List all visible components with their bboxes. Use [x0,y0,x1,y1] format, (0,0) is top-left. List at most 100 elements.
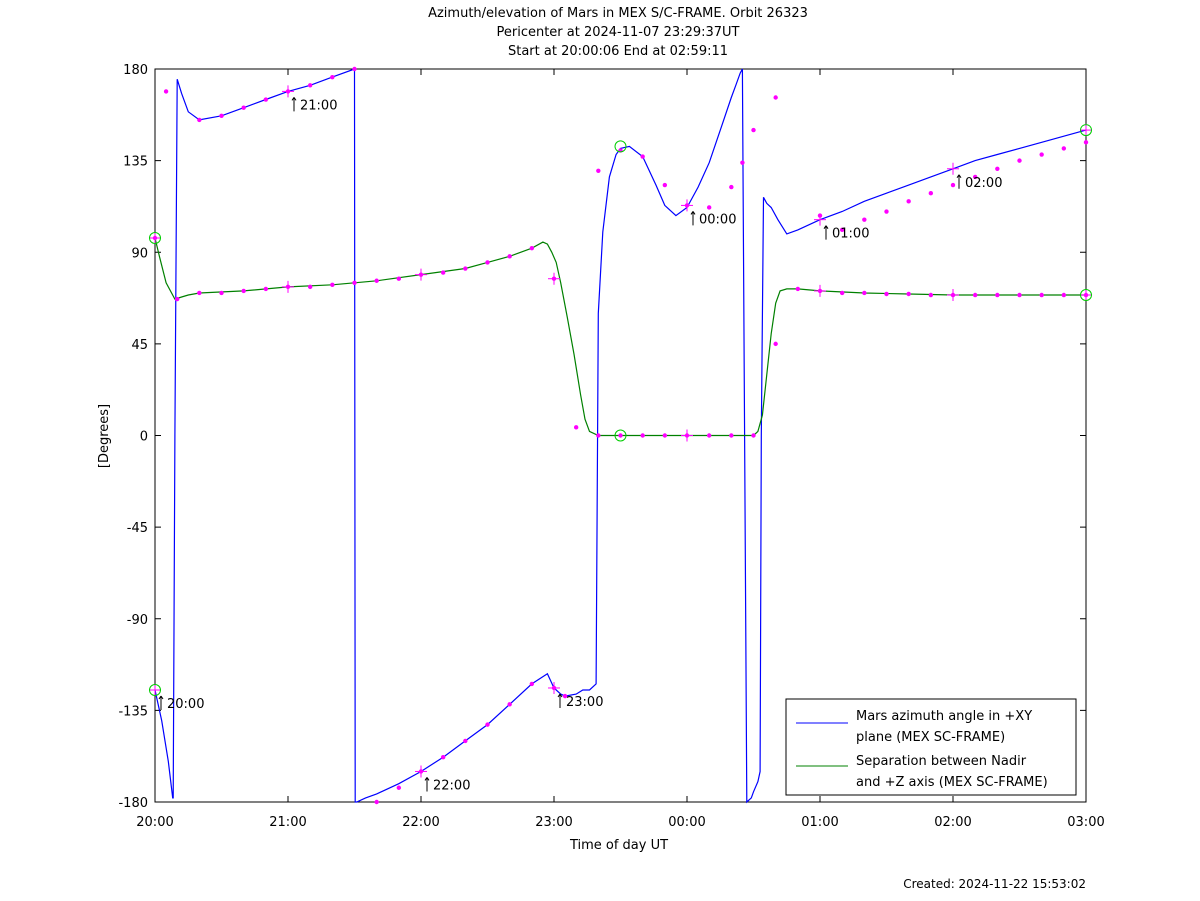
x-tick-label: 20:00 [136,815,173,830]
hour-annotation-label: 22:00 [433,778,470,793]
event-circle-marker [1080,124,1092,137]
data-point-marker [596,168,601,174]
data-point-marker [706,433,712,438]
data-point-marker [1083,140,1089,145]
data-point-marker [662,182,668,188]
data-point-marker [884,291,889,297]
data-point-marker [1061,292,1067,298]
data-point-marker [396,785,402,790]
chart-subtitle-pericenter: Pericenter at 2024-11-07 23:29:37UT [496,25,739,40]
x-tick-label: 00:00 [668,815,705,830]
data-point-marker [729,433,734,438]
data-point-marker [463,738,468,744]
data-point-marker [884,209,889,214]
data-point-marker [839,227,845,233]
y-tick-label: -135 [118,704,148,719]
data-point-marker [839,290,845,296]
annotation-pointer-head [690,211,694,215]
series-markers [149,66,1092,805]
y-tick-label: 90 [131,246,148,261]
chart-title: Azimuth/elevation of Mars in MEX S/C-FRA… [428,6,808,21]
y-tick-label: 45 [131,338,148,353]
data-point-marker [219,290,224,296]
data-point-marker [307,284,313,290]
data-point-marker [640,433,645,438]
event-circle-marker [149,231,161,244]
data-point-marker [197,290,202,296]
data-point-marker [906,291,911,297]
data-point-marker [241,105,246,110]
y-axis-label: [Degrees] [97,404,112,468]
data-point-marker [618,433,623,438]
y-tick-label: -45 [127,521,148,536]
y-tick-label: 135 [123,155,148,170]
y-tick-label: -180 [118,796,148,811]
legend-label-azimuth-line1: Mars azimuth angle in +XY [856,709,1032,724]
data-point-marker [307,83,313,88]
annotation-pointer-head [958,174,962,179]
data-point-marker [596,433,601,438]
annotation-pointer-head [426,777,430,781]
axis-ticks: 20:00 21:00 22:00 23:00 00:00 01:00 02:00 03:00… [118,63,1104,830]
data-point-marker [773,95,778,100]
x-tick-label: 23:00 [535,815,572,830]
hour-annotations: 20:00 21:00 22:00 23:00 00:00 01:00 02:00 [158,97,1002,793]
data-point-marker [1039,292,1044,298]
data-point-marker [706,205,712,210]
legend-box [785,698,1077,796]
data-point-marker [330,282,335,288]
x-tick-label: 22:00 [402,815,439,830]
hour-annotation-label: 02:00 [965,176,1002,191]
x-tick-label: 01:00 [801,815,838,830]
data-point-marker [950,182,956,188]
event-circle-marker [614,140,627,153]
annotation-pointer-head [692,211,696,215]
data-point-marker [995,166,1000,171]
legend: Mars azimuth angle in +XY plane (MEX SC-… [785,698,1077,796]
hour-annotation-label: 01:00 [832,227,869,242]
data-point-marker [1039,152,1044,157]
data-point-marker [440,755,446,760]
y-tick-label: -90 [127,613,148,628]
data-point-marker [163,89,169,94]
data-point-marker [795,286,801,292]
hour-annotation-label: 00:00 [699,212,736,227]
data-point-marker [374,799,379,805]
data-point-marker [773,341,778,347]
data-point-marker [529,245,535,251]
data-point-marker [485,722,490,727]
data-point-marker [440,270,446,275]
data-point-marker [263,286,269,292]
data-point-marker [862,217,867,222]
data-point-marker [1017,292,1022,298]
data-point-marker [374,278,379,283]
annotation-pointer-head [956,174,960,179]
data-point-marker [1017,158,1022,163]
data-point-marker [197,117,202,123]
x-axis-label: Time of day UT [569,838,668,853]
chart-subtitle-start-end: Start at 20:00:06 End at 02:59:11 [508,44,728,59]
data-point-marker [662,433,668,438]
event-circle-marker [614,429,627,442]
data-point-marker [729,184,734,190]
hour-annotation-label: 20:00 [167,697,204,712]
data-point-marker [1061,146,1067,151]
data-point-marker [740,160,745,165]
data-point-marker [862,290,867,296]
data-point-marker [573,425,579,430]
event-circle-marker [149,684,161,697]
annotation-pointer-head [160,695,164,700]
data-point-marker [972,292,978,298]
data-point-marker [507,254,512,259]
data-point-marker [263,97,269,102]
legend-label-separation-line2: and +Z axis (MEX SC-FRAME) [856,775,1048,790]
legend-label-separation-line1: Separation between Nadir [856,754,1027,769]
data-point-marker [529,681,535,687]
data-point-marker [751,127,756,133]
annotation-pointer-head [158,695,162,700]
data-point-marker [562,693,568,699]
event-circle-marker [1080,289,1092,302]
created-timestamp: Created: 2024-11-22 15:53:02 [903,877,1086,891]
annotation-pointer-head [424,777,428,781]
data-point-marker [485,260,490,265]
